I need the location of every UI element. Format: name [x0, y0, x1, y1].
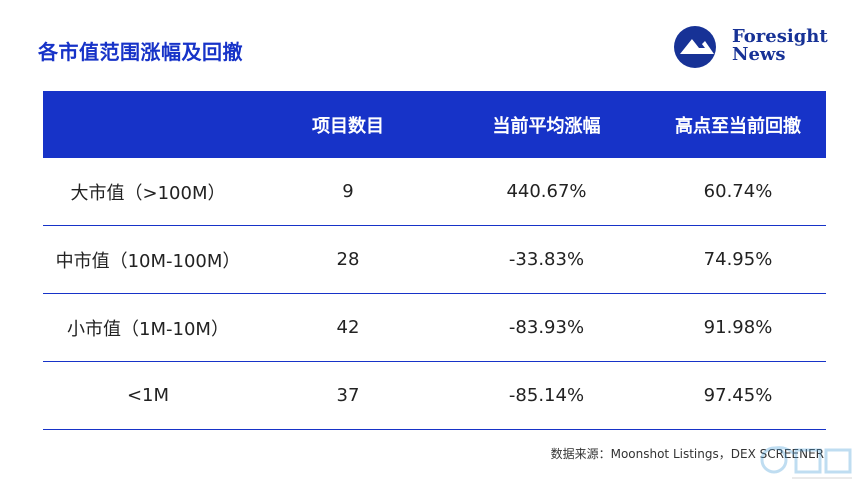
table-cell: 42: [336, 317, 360, 338]
logo-line-1: Foresight: [732, 26, 828, 47]
source-note: 数据来源：Moonshot Listings，DEX SCREENER: [551, 445, 824, 462]
table-cell: 91.98%: [703, 317, 773, 338]
table-cell: 60.74%: [703, 181, 773, 202]
table-cell: 37: [336, 385, 360, 406]
header-cell: 项目数目: [312, 115, 384, 137]
market-cap-table: 项目数目 当前平均涨幅 高点至当前回撤 大市值（>100M） 9 440.67%…: [43, 91, 826, 430]
table-row: <1M 37 -85.14% 97.45%: [43, 362, 826, 430]
page-title: 各市值范围涨幅及回撤: [38, 40, 243, 64]
table-cell: 97.45%: [703, 385, 773, 406]
watermark-logo: [760, 446, 852, 479]
table-cell: 28: [336, 249, 360, 270]
table-header: 项目数目 当前平均涨幅 高点至当前回撤: [43, 91, 826, 158]
table-cell: 小市值（1M-10M）: [67, 318, 229, 340]
table-row: 大市值（>100M） 9 440.67% 60.74%: [43, 158, 826, 226]
header-cell: 当前平均涨幅: [492, 115, 601, 137]
foresight-logo-icon: [674, 26, 716, 68]
table-cell: 74.95%: [703, 249, 773, 270]
table-cell: <1M: [126, 385, 170, 406]
brand-logo: Foresight News: [672, 24, 832, 70]
table-cell: -83.93%: [508, 317, 585, 338]
source-text: 数据来源：Moonshot Listings，DEX SCREENER: [550, 447, 824, 461]
table-cell: 中市值（10M-100M）: [55, 250, 241, 272]
table-row: 中市值（10M-100M） 28 -33.83% 74.95%: [43, 226, 826, 294]
table-cell: 大市值（>100M）: [70, 182, 226, 204]
table-cell: 9: [342, 181, 354, 202]
table-cell: -85.14%: [508, 385, 585, 406]
table-cell: -33.83%: [508, 249, 585, 270]
logo-line-2: News: [732, 44, 786, 65]
table-cell: 440.67%: [506, 181, 587, 202]
table-row: 小市值（1M-10M） 42 -83.93% 91.98%: [43, 294, 826, 362]
header-cell: 高点至当前回撤: [675, 115, 801, 137]
